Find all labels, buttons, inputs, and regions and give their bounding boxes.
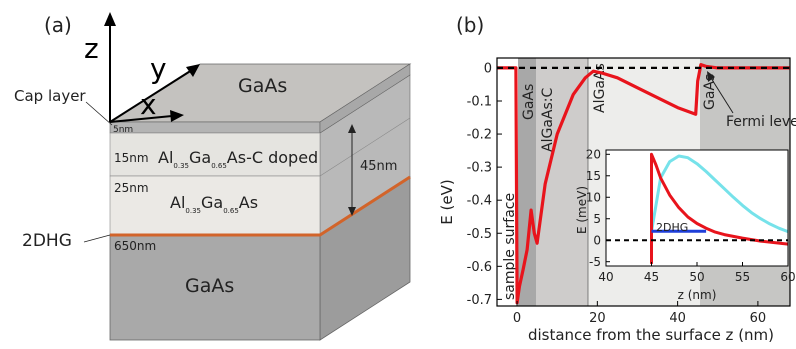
main-x-tick-label: 0	[513, 311, 521, 326]
main-x-ticks: 0 20 40 60	[513, 301, 766, 326]
main-x-tick-label: 20	[589, 311, 606, 326]
region-label-gaas-cap: GaAs	[521, 84, 537, 120]
main-y-tick-label: -0.3	[467, 161, 492, 176]
inset-y-tick-label: 20	[586, 147, 601, 161]
substrate-label: GaAs	[185, 275, 234, 297]
thickness-arrow-head-top	[348, 124, 356, 133]
cap-layer-label: Cap layer	[14, 87, 86, 105]
region-label-algaas-c: AlGaAs:C	[540, 88, 556, 152]
z-axis-label: z	[84, 32, 99, 65]
x-axis-label: x	[140, 88, 157, 121]
inset-x-tick-label: 45	[644, 270, 659, 284]
inset-y-axis-label: E (meV)	[575, 186, 589, 234]
inset-y-ticks: -5 0 5 10 15 20	[586, 147, 610, 269]
main-y-tick-label: -0.4	[467, 194, 492, 209]
y-axis-label: y	[150, 52, 167, 85]
panel-b: (b) sample surface GaAs AlGaAs:C AlGaAs …	[438, 13, 796, 344]
main-y-tick-label: -0.5	[467, 227, 492, 242]
layer-15nm	[109, 132, 321, 177]
panel-a-label: (a)	[44, 13, 72, 37]
main-y-tick-label: 0	[484, 61, 492, 76]
inset-x-tick-label: 55	[735, 270, 750, 284]
y-axis-arrow	[186, 64, 200, 77]
inset-x-tick-label: 60	[780, 270, 795, 284]
inset-y-tick-label: 5	[593, 212, 601, 226]
layer-25nm-thickness: 25nm	[114, 181, 149, 195]
main-y-tick-label: -0.7	[467, 293, 492, 308]
main-plot-frame	[496, 57, 791, 307]
region-label-sample-surface: sample surface	[502, 193, 518, 300]
main-y-tick-label: -0.1	[467, 95, 492, 110]
panel-b-label: (b)	[456, 13, 484, 37]
inset-chart-series	[606, 152, 789, 264]
cap-layer-leader	[85, 101, 113, 126]
main-y-tick-label: -0.6	[467, 260, 492, 275]
inset-series-1	[650, 152, 789, 264]
inset-x-axis-label: z (nm)	[678, 288, 717, 302]
inset-y-tick-label: -5	[589, 255, 601, 269]
inset-x-tick-label: 50	[689, 270, 704, 284]
region-gaas-cap	[518, 58, 536, 306]
inset-background	[606, 150, 788, 266]
inset-y-tick-label: 15	[586, 169, 601, 183]
layer-15nm-composition: Al0.35Ga0.65As-C doped	[158, 148, 318, 170]
main-y-tick-label: -0.2	[467, 128, 492, 143]
thickness-arrow-head-bottom	[348, 207, 356, 216]
layer-25nm	[109, 175, 321, 236]
inset-series-0	[650, 154, 789, 234]
layer-25nm-composition: Al0.35Ga0.65As	[170, 193, 258, 215]
side-divider-1	[319, 117, 411, 177]
main-y-ticks: 0 -0.1 -0.2 -0.3 -0.4 -0.5 -0.6 -0.7	[467, 61, 502, 308]
x-axis-arrow	[170, 110, 184, 122]
panel-a: (a) 45nm z y x GaAs Cap la	[14, 12, 412, 341]
main-chart-series	[497, 62, 790, 305]
two-dhg-leader	[83, 234, 111, 243]
region-label-algaas: AlGaAs	[592, 63, 608, 113]
two-dhg-line	[110, 175, 411, 237]
main-x-tick-label: 40	[669, 311, 686, 326]
cap-layer-side	[319, 63, 411, 134]
inset-y-tick-label: 0	[593, 233, 601, 247]
total-thickness-label: 45nm	[360, 159, 397, 174]
main-x-tick-label: 60	[750, 311, 767, 326]
fermi-level-arrow-head	[707, 71, 715, 82]
layer-15nm-thickness: 15nm	[114, 151, 149, 165]
inset-x-ticks: 40 45 50 55 60	[598, 262, 796, 284]
layer-650nm	[109, 234, 321, 341]
x-axis-line	[109, 115, 173, 123]
layer-650nm-thickness: 650nm	[114, 239, 156, 253]
main-x-axis-label: distance from the surface z (nm)	[528, 326, 774, 344]
layer-5nm-thickness: 5nm	[113, 125, 133, 135]
fermi-level-label: Fermi level	[726, 114, 796, 130]
two-dhg-label: 2DHG	[22, 231, 72, 251]
inset-y-tick-label: 10	[586, 190, 601, 204]
top-layer-label: GaAs	[238, 75, 287, 97]
fermi-level-arrow	[710, 77, 734, 114]
y-axis-line	[109, 69, 193, 123]
inset-annotation-2dhg: 2DHG	[656, 221, 688, 234]
cap-layer-strip	[109, 121, 321, 134]
inset-x-tick-label: 40	[598, 270, 613, 284]
main-y-axis-label: E (eV)	[438, 179, 456, 224]
z-axis-arrow	[104, 12, 116, 26]
